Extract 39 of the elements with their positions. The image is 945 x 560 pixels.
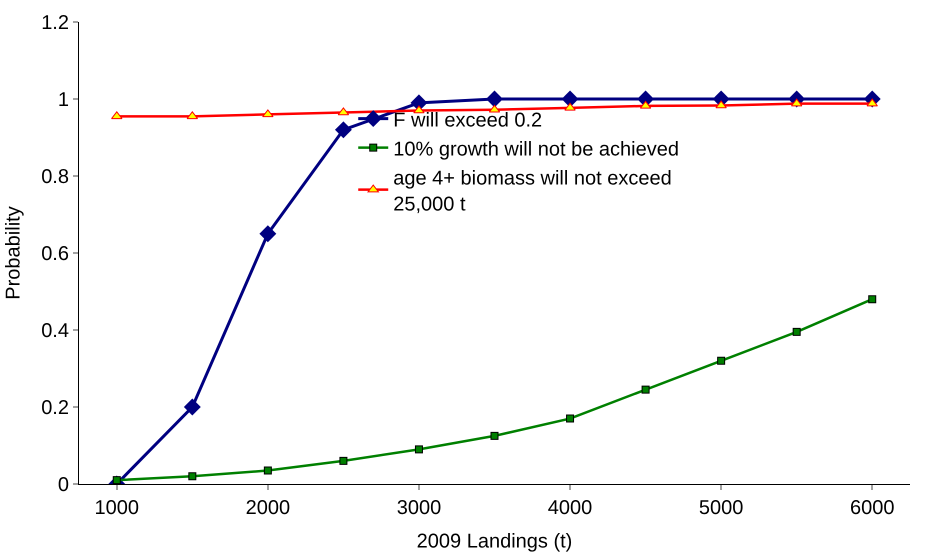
x-tick-label: 1000 (94, 497, 140, 519)
x-tick-label: 6000 (850, 497, 894, 519)
y-tick-label: 0.2 (41, 397, 69, 419)
point (264, 466, 272, 475)
point (186, 111, 198, 120)
point (564, 102, 576, 111)
point (566, 414, 574, 423)
point (868, 295, 876, 304)
point (338, 107, 350, 116)
y-axis-title: Probability (2, 206, 25, 300)
point (188, 472, 196, 480)
point (486, 90, 503, 108)
point (259, 225, 276, 242)
x-tick-label: 4000 (548, 497, 592, 519)
legend-label: 10% growth will not be achieved (393, 138, 679, 160)
x-tick-label: 2000 (246, 497, 290, 519)
point (339, 456, 348, 465)
x-tick-label: 3000 (396, 497, 442, 519)
point (334, 121, 352, 138)
point (262, 109, 274, 118)
y-tick-label: 0 (58, 474, 69, 496)
point (642, 386, 650, 394)
y-tick-label: 0.8 (41, 166, 69, 188)
point (717, 356, 726, 365)
point (640, 100, 652, 109)
point (414, 445, 423, 454)
y-tick-label: 1 (58, 89, 69, 111)
point (792, 328, 801, 336)
y-tick-label: 0.4 (41, 320, 69, 342)
point (112, 476, 121, 484)
point (184, 398, 201, 416)
point (490, 432, 498, 440)
legend-label: F will exceed 0.2 (393, 109, 542, 132)
x-tick-label: 5000 (698, 497, 744, 519)
y-tick-label: 1.2 (41, 12, 69, 34)
legend-label: age 4+ biomass will not exceed 25,000 t (393, 167, 672, 216)
point (111, 111, 122, 120)
y-tick-label: 0.6 (41, 243, 69, 265)
x-axis-title: 2009 Landings (t) (416, 530, 572, 552)
